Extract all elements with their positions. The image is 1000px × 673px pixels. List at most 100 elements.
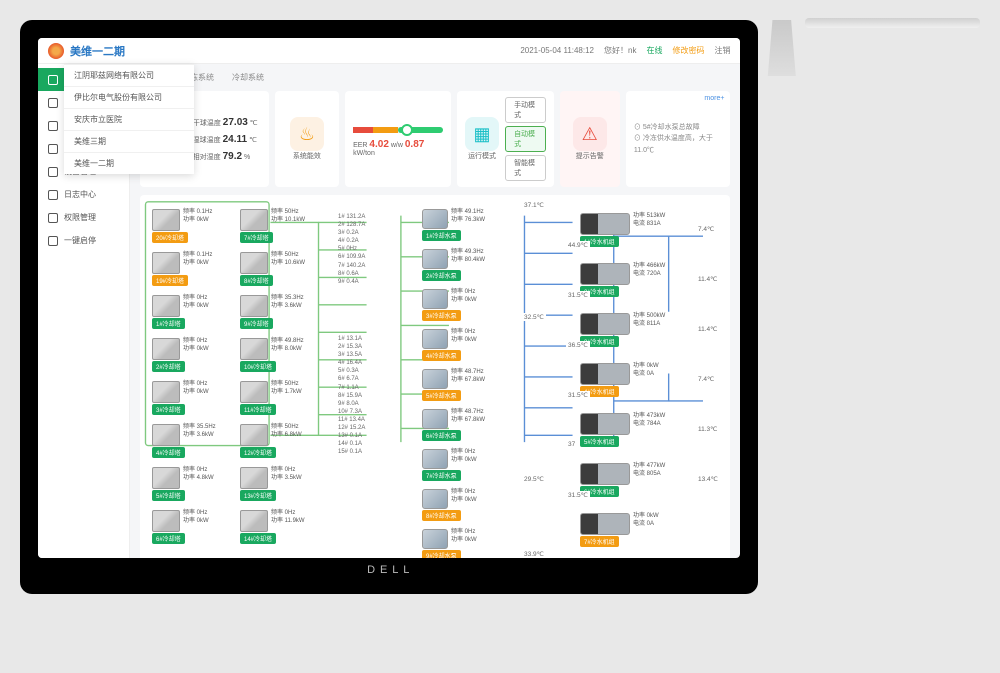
dropdown-item[interactable]: 美维三期 [64, 130, 194, 152]
menu-icon [48, 121, 58, 131]
dropdown-item[interactable]: 江阴耶兹网络有限公司 [64, 64, 194, 86]
equipment-unit[interactable]: 频率 50Hz功率 10.6kW8#冷却塔 [240, 252, 305, 286]
equipment-unit[interactable]: 频率 0Hz功率 11.9kW14#冷却塔 [240, 510, 305, 544]
equipment-unit[interactable]: 频率 50Hz功率 10.1kW7#冷却塔 [240, 209, 305, 243]
mode-button[interactable]: 自动模式 [505, 126, 546, 152]
equipment-unit[interactable]: 功率 0kW电流 0A7#冷水机组 [580, 513, 659, 547]
dropdown-item[interactable]: 安庆市立医院 [64, 108, 194, 130]
kpi-mode: ▦ 运行模式 手动模式自动模式智能模式 [457, 91, 554, 187]
equipment-unit[interactable]: 频率 0Hz功率 0kW1#冷却塔 [152, 295, 209, 329]
equipment-unit[interactable]: 频率 0Hz功率 0kW8#冷却水泵 [422, 489, 477, 521]
temp-label: 11.4℃ [696, 275, 719, 283]
equipment-icon [240, 510, 268, 532]
menu-icon [48, 144, 58, 154]
temp-label: 44.9℃ [566, 241, 590, 249]
eff-title: 系统能效 [293, 151, 321, 161]
temp-label: 31.5℃ [566, 291, 590, 299]
temp-label: 7.4℃ [696, 375, 716, 383]
system-diagram: 13259.3kW 3027.4m3/h 7.9% 313Kpa 218.1Kp… [140, 195, 730, 558]
equipment-unit[interactable]: 频率 0Hz功率 0kW9#冷却水泵 [422, 529, 477, 558]
equipment-unit[interactable]: 功率 466kW电流 720A2#冷水机组 [580, 263, 665, 297]
equipment-unit[interactable]: 频率 0Hz功率 0kW3#冷却塔 [152, 381, 209, 415]
change-password-link[interactable]: 修改密码 [672, 45, 704, 56]
equipment-tag: 5#冷水机组 [580, 436, 619, 447]
equipment-unit[interactable]: 频率 0Hz功率 4.8kW5#冷却塔 [152, 467, 214, 501]
menu-icon [48, 213, 58, 223]
equipment-icon [240, 209, 268, 231]
equipment-icon [422, 289, 448, 309]
equipment-unit[interactable]: 频率 0.1Hz功率 0kW20#冷却塔 [152, 209, 212, 243]
datetime: 2021-05-04 11:48:12 [520, 46, 594, 55]
equipment-icon [422, 489, 448, 509]
equipment-unit[interactable]: 频率 0Hz功率 0kW7#冷却水泵 [422, 449, 477, 481]
monitor-base [805, 18, 980, 28]
equipment-tag: 9#冷却塔 [240, 318, 273, 329]
brand-title[interactable]: 美维一二期 [70, 43, 125, 59]
equipment-tag: 4#冷却塔 [152, 447, 185, 458]
tabs: 热系统冷冻系统冷却系统 [140, 72, 730, 83]
equipment-unit[interactable]: 频率 0Hz功率 0kW4#冷却水泵 [422, 329, 477, 361]
fire-icon: ♨ [290, 117, 324, 151]
equipment-icon [422, 329, 448, 349]
equipment-unit[interactable]: 频率 48.7Hz功率 67.8kW5#冷却水泵 [422, 369, 485, 401]
mode-button[interactable]: 手动模式 [505, 97, 546, 123]
equipment-unit[interactable]: 功率 513kW电流 831A1#冷水机组 [580, 213, 665, 247]
alarm-icon: ⚠ [573, 117, 607, 151]
equipment-unit[interactable]: 频率 35.3Hz功率 3.6kW9#冷却塔 [240, 295, 304, 329]
mode-buttons: 手动模式自动模式智能模式 [505, 97, 546, 181]
dropdown-item[interactable]: 美维一二期 [64, 152, 194, 174]
equipment-icon [152, 252, 180, 274]
temp-label: 11.3℃ [696, 425, 719, 433]
kpi-row: 🌡室外温度 🌡 干球温度 27.03 ℃ 💧 湿球温度 24.11 ℃ 💦 相对… [140, 91, 730, 187]
monitor-stand [758, 20, 805, 76]
equipment-unit[interactable]: 频率 49.1Hz功率 76.3kW1#冷却水泵 [422, 209, 485, 241]
equipment-tag: 10#冷却塔 [240, 361, 276, 372]
equipment-tag: 1#冷却塔 [152, 318, 185, 329]
grid-icon: ▦ [465, 117, 499, 151]
equipment-unit[interactable]: 频率 0Hz功率 0kW3#冷却水泵 [422, 289, 477, 321]
equipment-unit[interactable]: 功率 477kW电流 805A6#冷水机组 [580, 463, 665, 497]
equipment-unit[interactable]: 功率 0kW电流 0A4#冷水机组 [580, 363, 659, 397]
equipment-unit[interactable]: 频率 0Hz功率 3.5kW13#冷却塔 [240, 467, 302, 501]
equipment-icon [152, 295, 180, 317]
sidebar-item[interactable]: 权限管理 [38, 206, 129, 229]
temp-label: 11.4℃ [696, 325, 719, 333]
site-dropdown[interactable]: 江阴耶兹网络有限公司伊比尔电气股份有限公司安庆市立医院美维三期美维一二期 [64, 64, 194, 174]
equipment-icon [422, 529, 448, 549]
alarm-title: 提示告警 [576, 151, 604, 161]
mode-button[interactable]: 智能模式 [505, 155, 546, 181]
equipment-tag: 2#冷却塔 [152, 361, 185, 372]
equipment-unit[interactable]: 频率 0Hz功率 0kW6#冷却塔 [152, 510, 209, 544]
equipment-unit[interactable]: 频率 48.7Hz功率 67.8kW6#冷却水泵 [422, 409, 485, 441]
equipment-unit[interactable]: 功率 500kW电流 811A3#冷水机组 [580, 313, 665, 347]
equipment-icon [580, 213, 630, 235]
equipment-unit[interactable]: 频率 0Hz功率 0kW2#冷却塔 [152, 338, 209, 372]
equipment-tag: 7#冷却塔 [240, 232, 273, 243]
equipment-unit[interactable]: 频率 0.1Hz功率 0kW19#冷却塔 [152, 252, 212, 286]
equipment-unit[interactable]: 频率 50Hz功率 6.8kW12#冷却塔 [240, 424, 302, 458]
equipment-icon [240, 424, 268, 446]
logout-link[interactable]: 注销 [714, 45, 730, 56]
greeting: 您好！nk [604, 45, 636, 56]
equipment-icon [422, 409, 448, 429]
data-column-2: 1# 13.1A2# 15.3A3# 13.5A4# 16.4A5# 0.3A6… [338, 335, 365, 456]
temp-label: 31.5℃ [566, 491, 590, 499]
more-link[interactable]: more+ [704, 95, 724, 102]
equipment-tag: 8#冷却水泵 [422, 510, 461, 521]
sidebar-item[interactable]: 日志中心 [38, 183, 129, 206]
alarm-item: ⊙ 5#冷却水泵总故障 [634, 122, 723, 133]
equipment-icon [152, 467, 180, 489]
equipment-tag: 5#冷却塔 [152, 490, 185, 501]
equipment-unit[interactable]: 频率 49.3Hz功率 80.4kW2#冷却水泵 [422, 249, 485, 281]
equipment-unit[interactable]: 频率 50Hz功率 1.7kW11#冷却塔 [240, 381, 302, 415]
equipment-tag: 13#冷却塔 [240, 490, 276, 501]
sidebar-item[interactable]: 一键启停 [38, 229, 129, 252]
equipment-unit[interactable]: 功率 473kW电流 784A5#冷水机组 [580, 413, 665, 447]
equipment-unit[interactable]: 频率 49.8Hz功率 8.0kW10#冷却塔 [240, 338, 304, 372]
equipment-icon [240, 381, 268, 403]
equipment-unit[interactable]: 频率 35.5Hz功率 3.6kW4#冷却塔 [152, 424, 216, 458]
tab[interactable]: 冷却系统 [232, 72, 264, 83]
dropdown-item[interactable]: 伊比尔电气股份有限公司 [64, 86, 194, 108]
equipment-icon [152, 209, 180, 231]
equipment-icon [580, 313, 630, 335]
